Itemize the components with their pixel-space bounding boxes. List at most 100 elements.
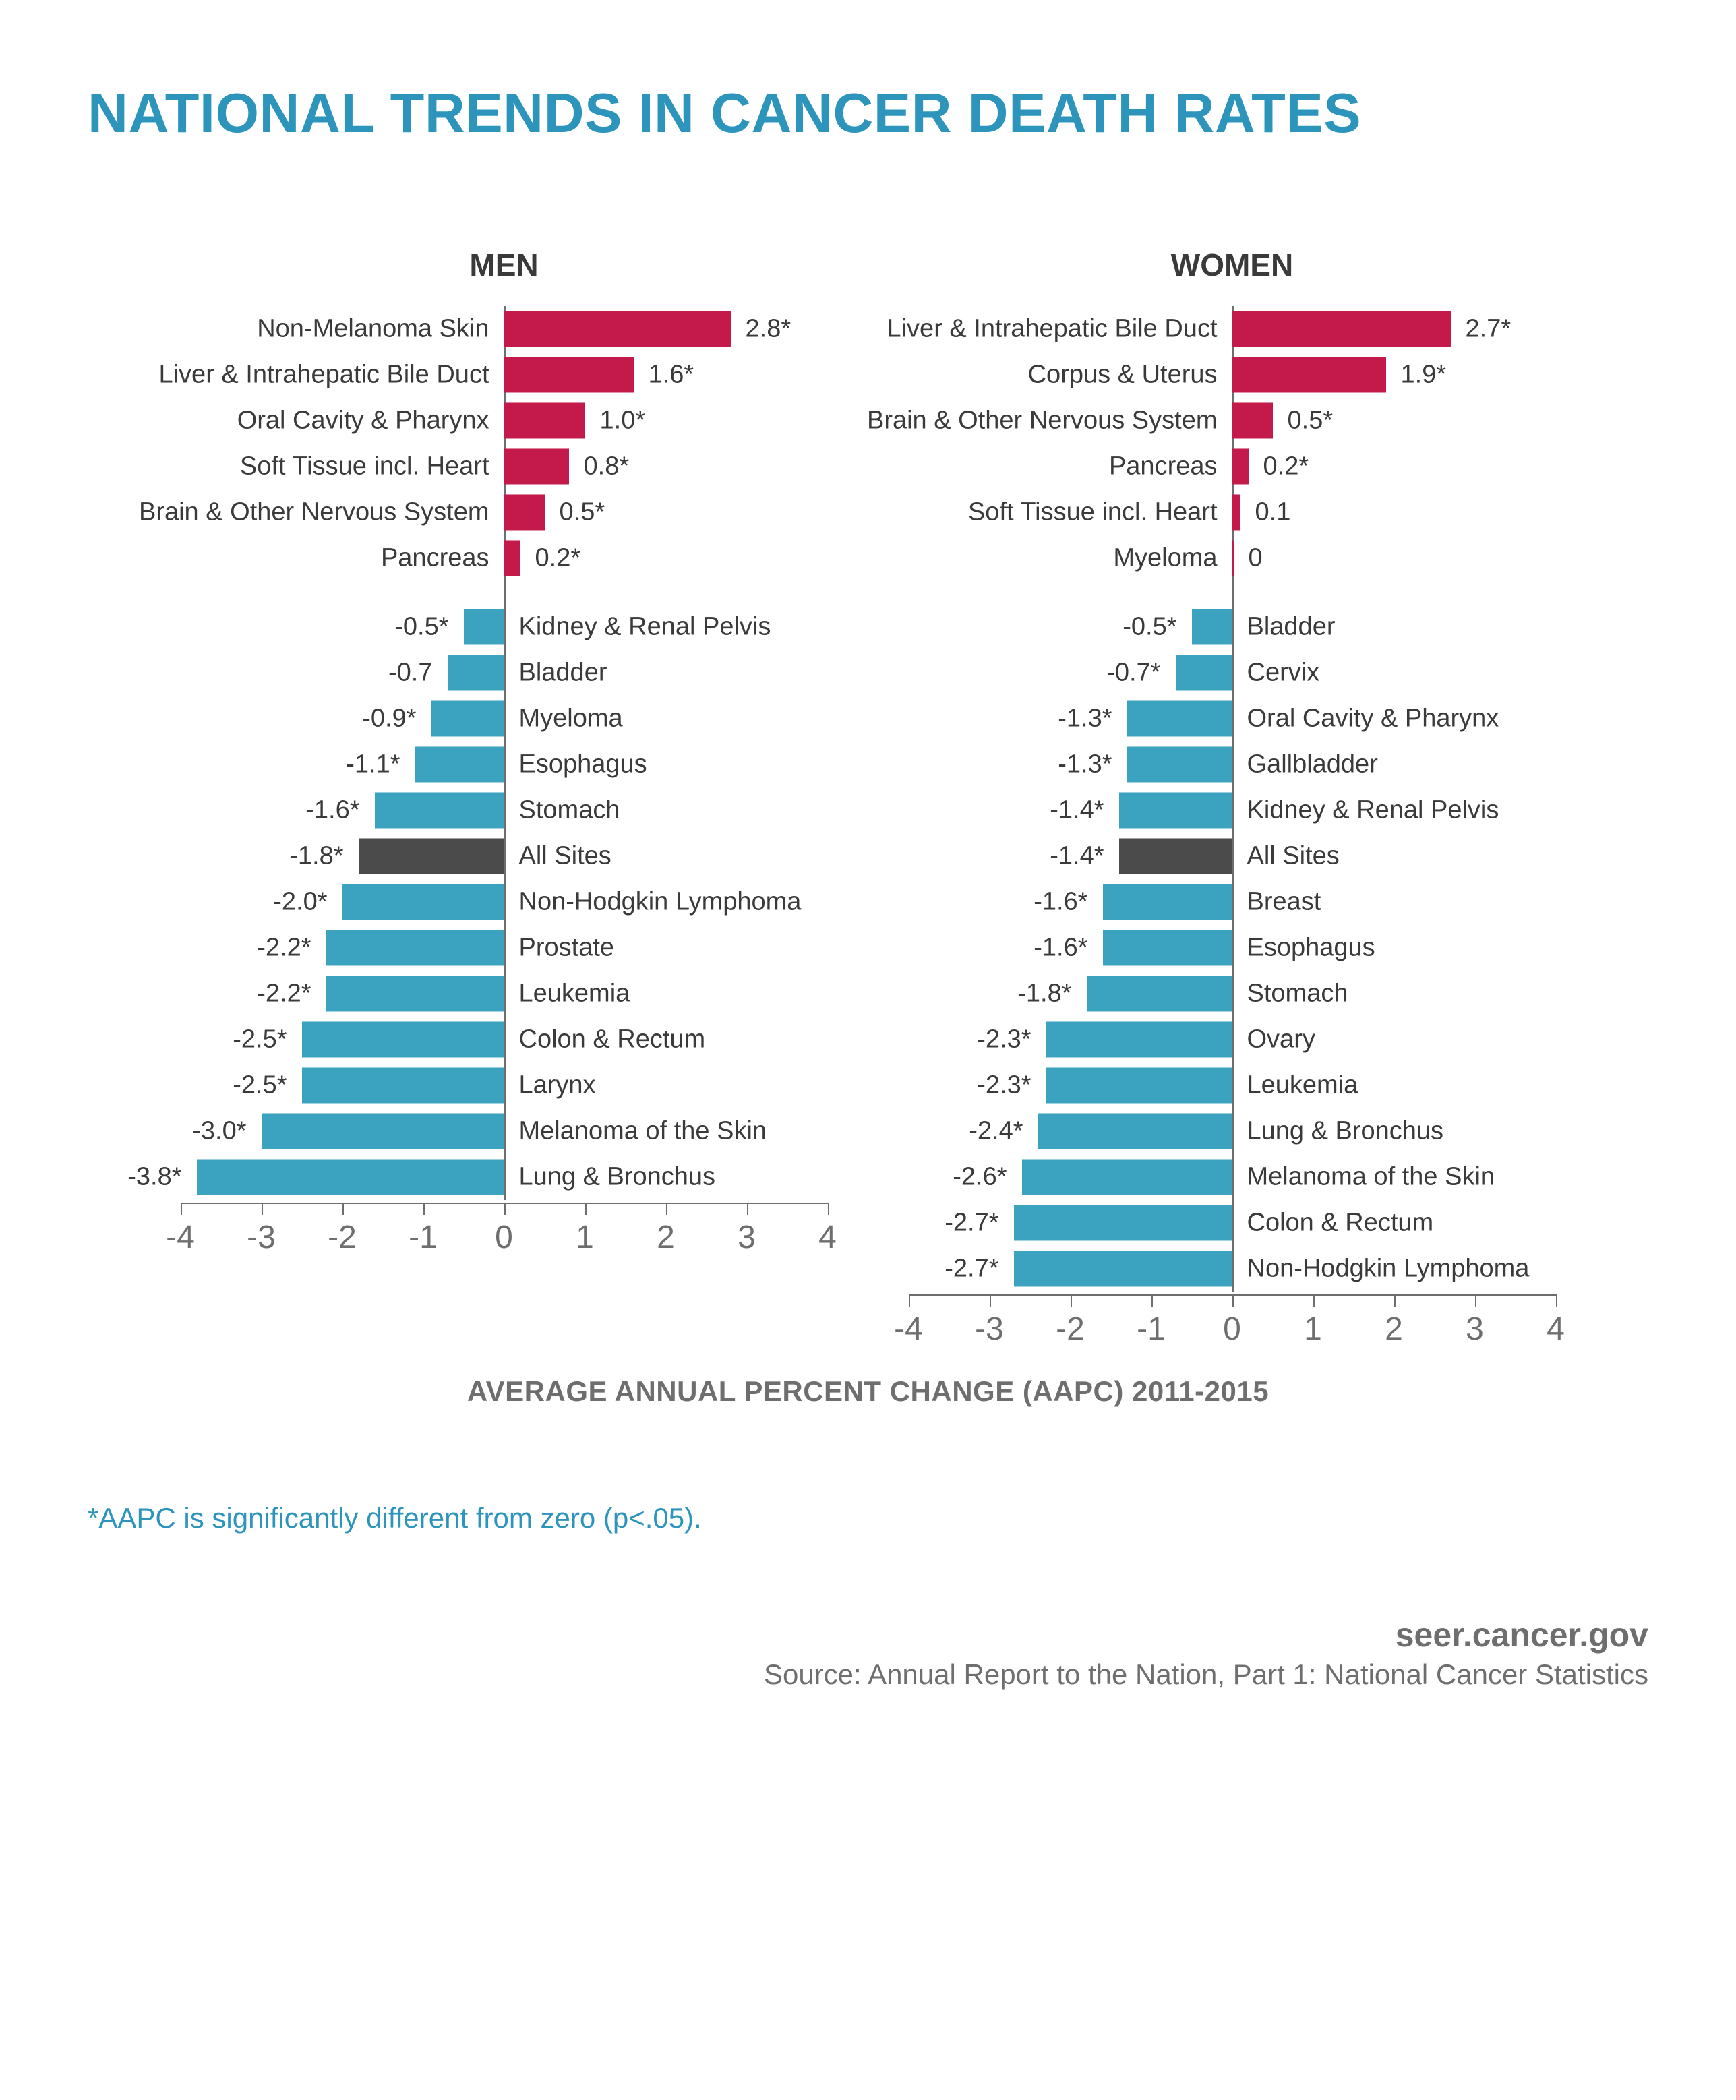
value-label: -1.6*: [1034, 934, 1087, 963]
bar: [504, 494, 545, 530]
axis-tick-label: -1: [409, 1219, 438, 1256]
charts-wrap: MEN2.8*Non-Melanoma Skin1.6*Liver & Intr…: [88, 247, 1648, 1348]
chart-row: -0.5*Bladder: [909, 604, 1556, 650]
category-label: Larynx: [519, 1071, 596, 1100]
category-label: Stomach: [1247, 980, 1348, 1009]
chart-row: -2.4*Lung & Bronchus: [909, 1108, 1556, 1154]
page-title: NATIONAL TRENDS IN CANCER DEATH RATES: [88, 81, 1648, 146]
bar: [504, 448, 569, 484]
axis-tick-label: -4: [894, 1311, 923, 1348]
axis-tick: [585, 1203, 587, 1215]
chart-row: -2.5*Colon & Rectum: [181, 1017, 828, 1062]
axis-tick: [423, 1203, 425, 1215]
bar: [197, 1159, 504, 1195]
category-label: Melanoma of the Skin: [1247, 1163, 1495, 1192]
chart-row: -3.0*Melanoma of the Skin: [181, 1108, 828, 1154]
axis-tick-label: -3: [975, 1311, 1004, 1348]
axis-tick-label: -2: [1056, 1311, 1085, 1348]
bar: [1232, 402, 1273, 438]
chart-men: MEN2.8*Non-Melanoma Skin1.6*Liver & Intr…: [181, 247, 828, 1348]
value-label: 0.5*: [560, 498, 605, 527]
bar: [1127, 700, 1232, 736]
chart-row: -1.3* Gallbladder: [909, 742, 1556, 787]
chart-row: 1.6*Liver & Intrahepatic Bile Duct: [181, 352, 828, 398]
bar: [464, 609, 504, 644]
value-label: -2.2*: [257, 934, 311, 963]
chart-row: -2.0*Non-Hodgkin Lymphoma: [181, 879, 828, 925]
category-label: Bladder: [1247, 613, 1336, 642]
bar: [359, 838, 504, 874]
chart-title: MEN: [181, 247, 828, 283]
bar: [302, 1067, 504, 1103]
chart-row: -1.6*Stomach: [181, 787, 828, 833]
footer-source: Source: Annual Report to the Nation, Par…: [88, 1658, 1648, 1691]
footnote: *AAPC is significantly different from ze…: [88, 1502, 1648, 1534]
category-label: Non-Melanoma Skin: [257, 315, 489, 344]
value-label: 2.7*: [1466, 315, 1511, 344]
category-label: Non-Hodgkin Lymphoma: [1247, 1255, 1530, 1284]
value-label: -0.9*: [362, 704, 416, 733]
bar: [415, 746, 504, 782]
value-label: -2.7*: [945, 1209, 998, 1238]
chart-row: -1.6* Esophagus: [909, 925, 1556, 971]
category-label: Esophagus: [1247, 934, 1375, 963]
chart-row: 1.9*Corpus & Uterus: [909, 352, 1556, 398]
bar: [1103, 884, 1232, 920]
value-label: -1.8*: [1017, 980, 1071, 1009]
axis-tick: [262, 1203, 263, 1215]
bar: [342, 884, 504, 920]
bar: [326, 976, 504, 1011]
category-label: Cervix: [1247, 659, 1320, 688]
axis-tick-label: 1: [1304, 1311, 1322, 1348]
bar: [1022, 1159, 1232, 1195]
bar: [1232, 357, 1386, 392]
chart-row: 0.5*Brain & Other Nervous System: [909, 398, 1556, 444]
axis-tick: [504, 1203, 506, 1215]
value-label: -0.7*: [1106, 659, 1160, 688]
value-label: -2.5*: [233, 1025, 287, 1054]
bar: [1232, 311, 1451, 347]
value-label: -1.4*: [1050, 796, 1104, 825]
axis-tick: [1475, 1294, 1476, 1307]
axis-tick-label: 3: [738, 1219, 756, 1256]
value-label: -1.3*: [1058, 750, 1112, 779]
category-label: Myeloma: [1113, 544, 1217, 573]
chart-row: 0.1 Soft Tissue incl. Heart: [909, 489, 1556, 535]
category-label: All Sites: [519, 842, 611, 871]
bar: [1232, 448, 1249, 484]
axis-tick: [1556, 1294, 1557, 1307]
bar: [1119, 792, 1232, 828]
chart-row: 0.8*Soft Tissue incl. Heart: [181, 444, 828, 489]
axis-tick-label: -3: [247, 1219, 276, 1256]
category-label: Pancreas: [381, 544, 489, 573]
category-label: Soft Tissue incl. Heart: [968, 498, 1218, 527]
value-label: 1.6*: [649, 361, 694, 390]
value-label: -0.7: [388, 659, 432, 688]
category-label: Prostate: [519, 934, 615, 963]
value-label: -0.5*: [394, 613, 448, 642]
chart-row: -1.4*All Sites: [909, 833, 1556, 879]
chart-row: -1.4* Kidney & Renal Pelvis: [909, 787, 1556, 833]
value-label: -2.7*: [945, 1255, 998, 1284]
bar: [1127, 746, 1232, 782]
value-label: -2.3*: [977, 1025, 1031, 1054]
category-label: Lung & Bronchus: [519, 1163, 716, 1192]
chart-row: -2.2* Prostate: [181, 925, 828, 971]
chart-row: -1.6*Breast: [909, 879, 1556, 925]
category-label: Breast: [1247, 888, 1321, 917]
axis-tick: [666, 1203, 667, 1215]
axis-tick: [747, 1203, 748, 1215]
axis-tick: [1394, 1294, 1396, 1307]
category-label: Non-Hodgkin Lymphoma: [519, 888, 802, 917]
value-label: 0.1: [1255, 498, 1291, 527]
category-label: Corpus & Uterus: [1028, 361, 1218, 390]
bar: [504, 402, 585, 438]
category-label: Kidney & Renal Pelvis: [1247, 796, 1499, 825]
category-label: Bladder: [519, 659, 607, 688]
x-axis: -4-3-2-101234: [181, 1203, 828, 1257]
category-label: Kidney & Renal Pelvis: [519, 613, 771, 642]
category-label: Gallbladder: [1247, 750, 1378, 779]
value-label: 1.0*: [600, 407, 646, 436]
chart-row: 0Myeloma: [909, 535, 1556, 581]
category-label: All Sites: [1247, 842, 1340, 871]
